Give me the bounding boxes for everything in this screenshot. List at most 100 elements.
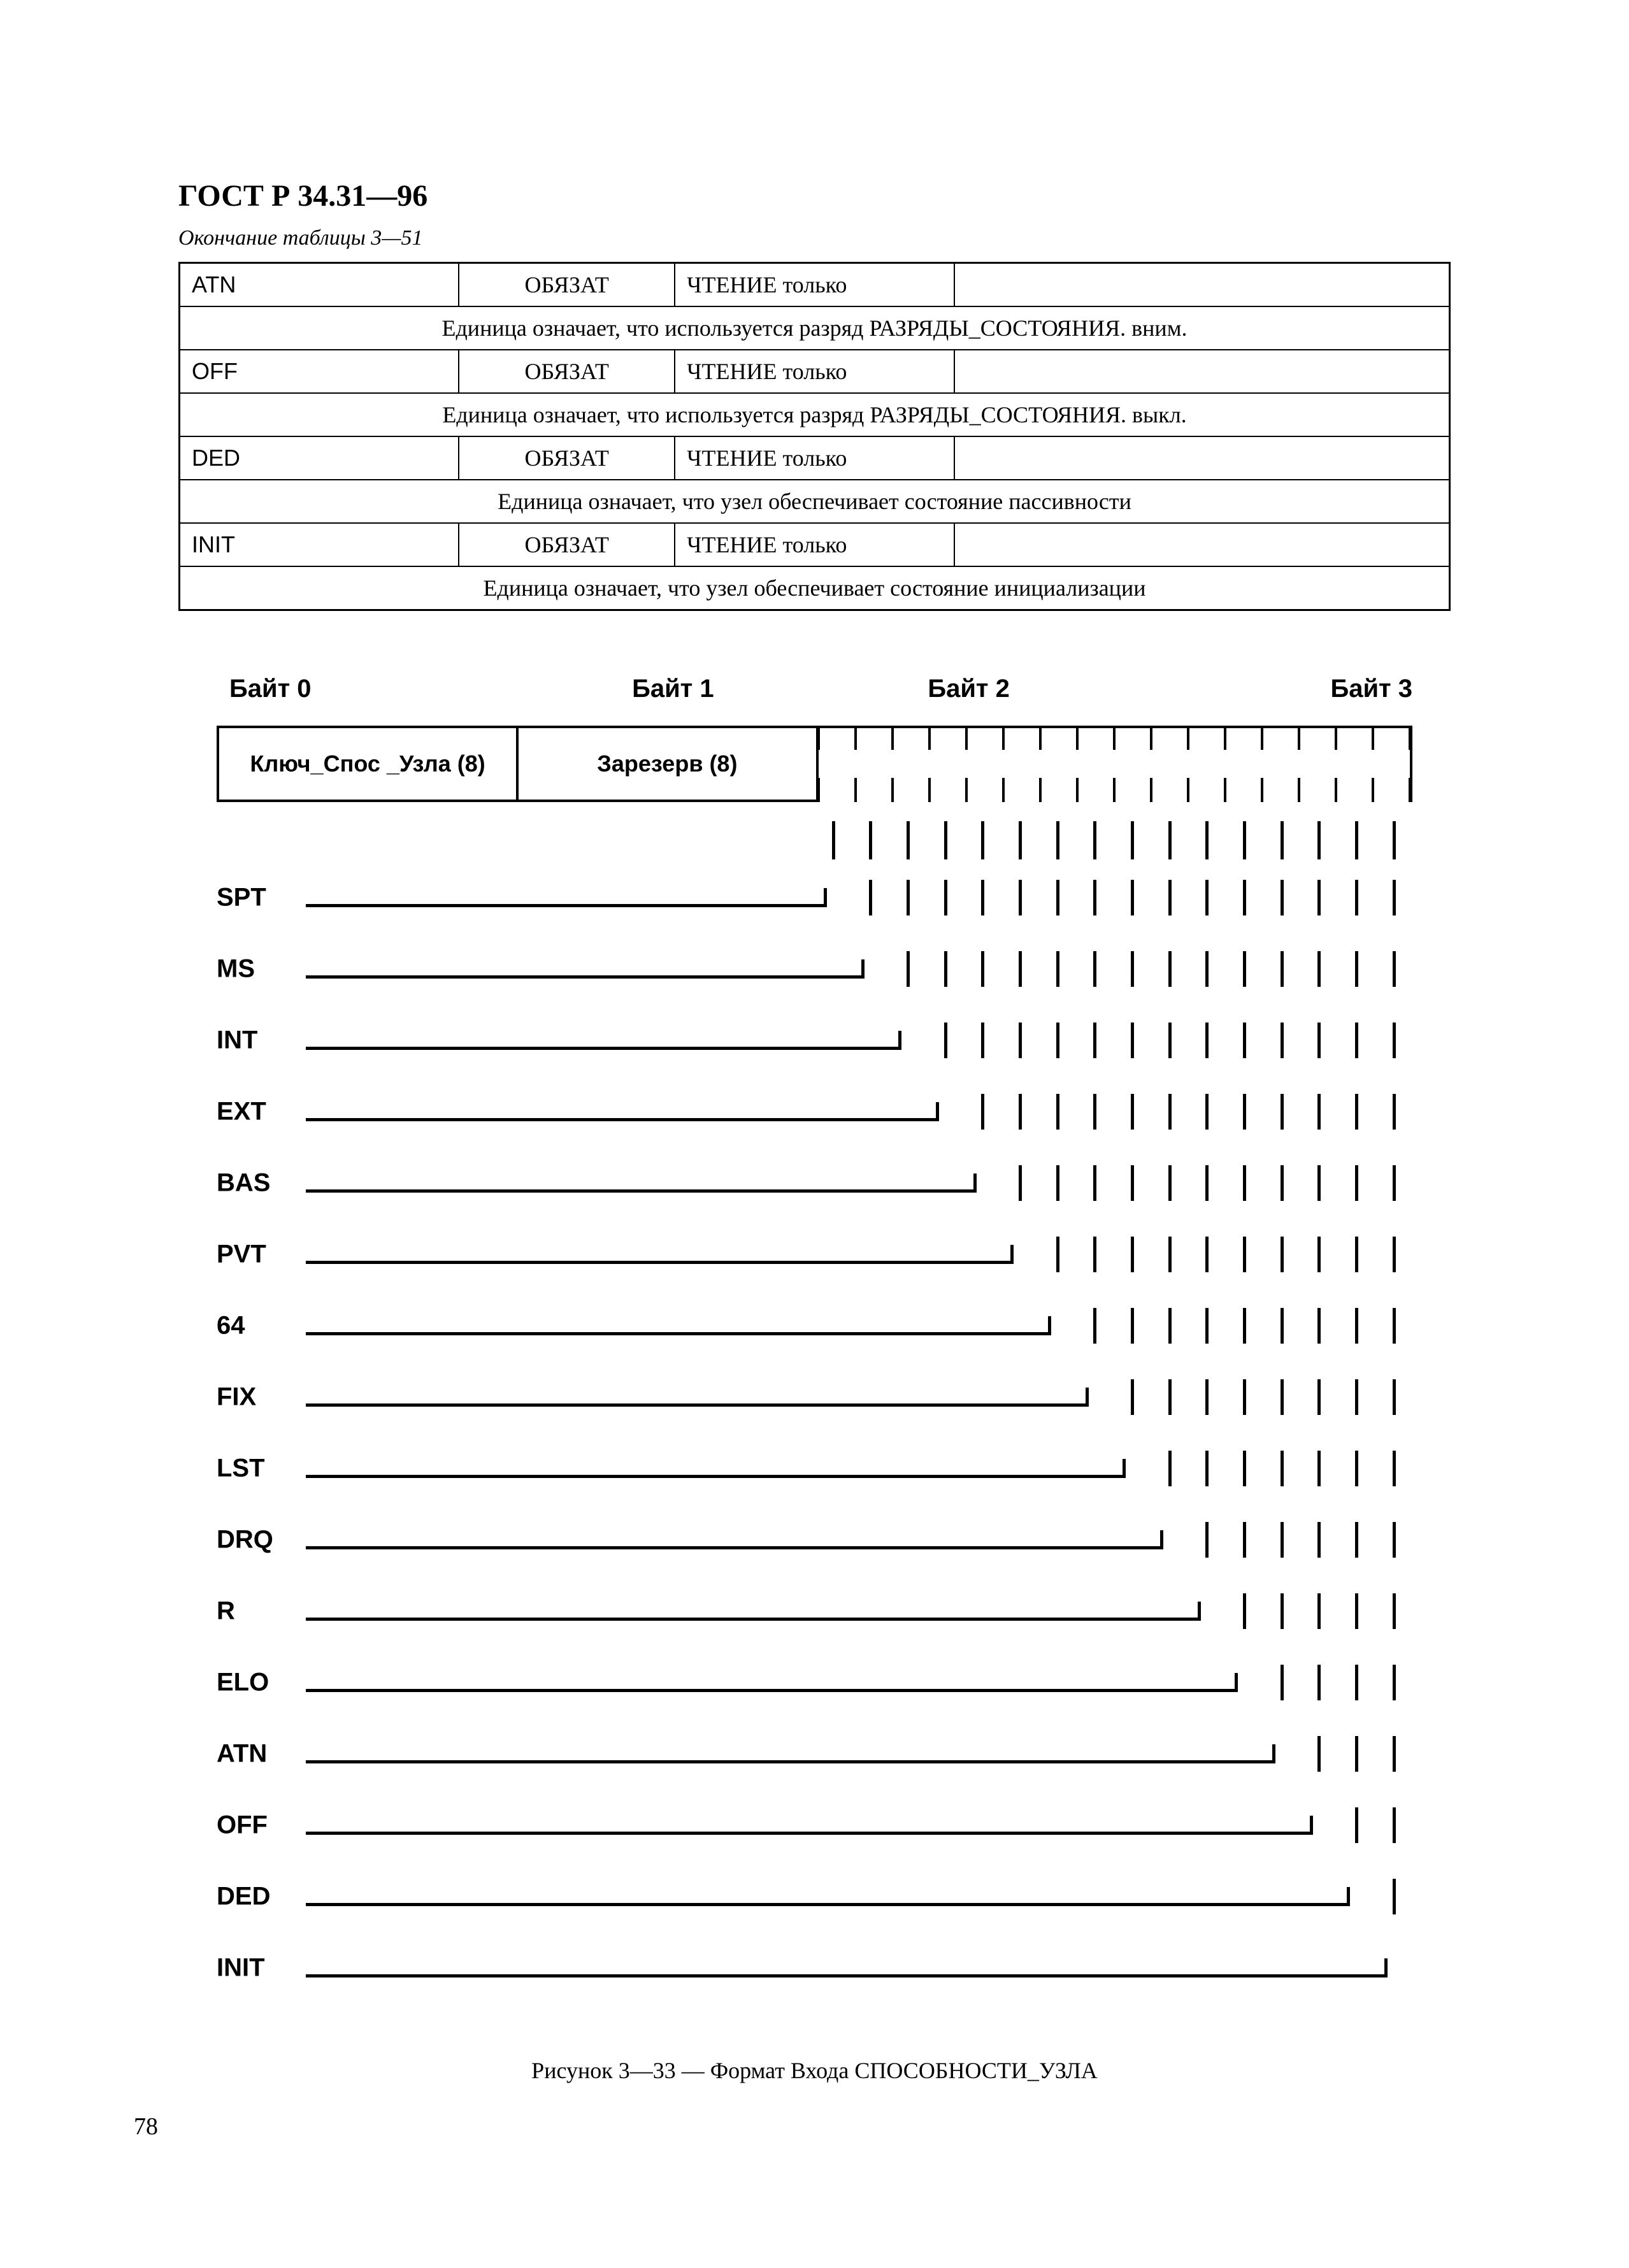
bit-column-tick <box>1243 1451 1246 1486</box>
bit-column-tick <box>1056 1094 1059 1130</box>
header-tick <box>1113 778 1116 802</box>
table-desc-row: Единица означает, что узел обеспечивает … <box>180 480 1450 523</box>
bit-column-tick <box>1093 951 1096 987</box>
byte-2-label: Байт 2 <box>821 675 1117 703</box>
bit-column-tick <box>1393 821 1396 859</box>
bit-column-tick <box>1393 1308 1396 1344</box>
bit-column-tick <box>1019 1165 1022 1201</box>
bit-column-tick <box>1281 1094 1284 1130</box>
bit-connector <box>306 1173 977 1193</box>
bit-column-tick <box>1056 821 1059 859</box>
bit-column-tick <box>1317 821 1321 859</box>
bit-column-tick <box>944 821 947 859</box>
bit-column-tick <box>832 821 835 859</box>
bit-column-tick <box>1355 1736 1358 1772</box>
bit-column-tick <box>1205 951 1209 987</box>
table-continuation-caption: Окончание таблицы 3—51 <box>178 226 1451 250</box>
access-cell: ЧТЕНИЕ только <box>675 436 954 480</box>
bit-column-tick <box>1355 1522 1358 1558</box>
bit-column-tick <box>1093 1023 1096 1058</box>
bit-column-tick <box>1168 1308 1172 1344</box>
bit-column-tick <box>1093 1094 1096 1130</box>
description-cell: Единица означает, что узел обеспечивает … <box>180 480 1450 523</box>
bit-column-tick <box>1131 1308 1134 1344</box>
bit-column-tick <box>1355 951 1358 987</box>
bit-column-tick <box>1281 1665 1284 1700</box>
bit-column-tick <box>1393 1736 1396 1772</box>
bit-label-elo: ELO <box>217 1669 269 1697</box>
bit-column-tick <box>1393 1023 1396 1058</box>
header-tick <box>1224 778 1226 802</box>
bit-column-tick <box>944 1023 947 1058</box>
bit-column-tick <box>1281 821 1284 859</box>
bit-column-tick <box>1243 880 1246 915</box>
bit-column-tick <box>1131 951 1134 987</box>
bit-column-tick <box>1093 1165 1096 1201</box>
bit-connector <box>306 1388 1089 1407</box>
bit-label-drq: DRQ <box>217 1526 273 1554</box>
header-tick <box>1076 778 1079 802</box>
header-tick <box>1039 778 1042 802</box>
bit-column-tick <box>1243 1094 1246 1130</box>
required-cell: ОБЯЗАТ <box>459 263 675 307</box>
bit-column-tick <box>1317 951 1321 987</box>
bit-column-tick <box>1317 1094 1321 1130</box>
bit-column-tick <box>1019 821 1022 859</box>
description-cell: Единица означает, что узел обеспечивает … <box>180 566 1450 610</box>
bit-connector <box>306 1958 1388 1977</box>
bit-column-tick <box>1019 1023 1022 1058</box>
bit-column-tick <box>1355 821 1358 859</box>
bit-column-tick <box>1205 1094 1209 1130</box>
bit-column-tick <box>1056 1165 1059 1201</box>
bit-column-tick <box>1056 1237 1059 1272</box>
field-name-cell: DED <box>180 436 459 480</box>
access-cell: ЧТЕНИЕ только <box>675 263 954 307</box>
bit-column-tick <box>1317 1593 1321 1629</box>
bit-label-off: OFF <box>217 1811 268 1840</box>
header-tick <box>1298 778 1300 802</box>
bit-connector <box>306 1673 1238 1692</box>
bit-column-tick <box>944 951 947 987</box>
bit-column-tick <box>1393 1165 1396 1201</box>
bit-column-tick <box>1168 1165 1172 1201</box>
empty-cell <box>954 523 1450 566</box>
bit-column-tick <box>1393 1094 1396 1130</box>
bit-column-tick <box>1281 1165 1284 1201</box>
bit-column-tick <box>1205 1237 1209 1272</box>
empty-cell <box>954 436 1450 480</box>
bit-column-tick <box>1355 1094 1358 1130</box>
byte-3-label: Байт 3 <box>1117 675 1412 703</box>
bit-label-r: R <box>217 1597 235 1626</box>
bit-column-tick <box>1205 880 1209 915</box>
bit-column-tick <box>1056 951 1059 987</box>
bit-column-tick <box>944 880 947 915</box>
table-row: DEDОБЯЗАТЧТЕНИЕ только <box>180 436 1450 480</box>
header-tick <box>1002 778 1005 802</box>
bit-label-ded: DED <box>217 1883 270 1911</box>
table-desc-row: Единица означает, что используется разря… <box>180 306 1450 350</box>
bit-label-fix: FIX <box>217 1383 256 1412</box>
bit-column-tick <box>1317 1379 1321 1415</box>
bit-column-tick <box>1243 1593 1246 1629</box>
bit-column-tick <box>981 821 984 859</box>
bit-column-tick <box>907 821 910 859</box>
bit-column-tick <box>1243 821 1246 859</box>
field-name-cell: INIT <box>180 523 459 566</box>
bit-connector <box>306 888 827 907</box>
table-row: ATNОБЯЗАТЧТЕНИЕ только <box>180 263 1450 307</box>
header-tick <box>928 778 931 802</box>
bit-connector <box>306 1887 1350 1906</box>
bit-column-tick <box>1131 1023 1134 1058</box>
bit-label-init: INIT <box>217 1954 265 1983</box>
bit-label-ms: MS <box>217 955 255 984</box>
bit-column-tick <box>1205 1451 1209 1486</box>
bit-connector <box>306 1816 1313 1835</box>
header-tick <box>1039 726 1042 750</box>
bit-connector <box>306 1744 1275 1763</box>
bit-column-tick <box>1243 1522 1246 1558</box>
bit-column-tick <box>1056 1023 1059 1058</box>
bit-label-lst: LST <box>217 1454 265 1483</box>
bit-column-tick <box>1243 951 1246 987</box>
bit-column-tick <box>1205 1023 1209 1058</box>
bit-column-tick <box>1355 1807 1358 1843</box>
